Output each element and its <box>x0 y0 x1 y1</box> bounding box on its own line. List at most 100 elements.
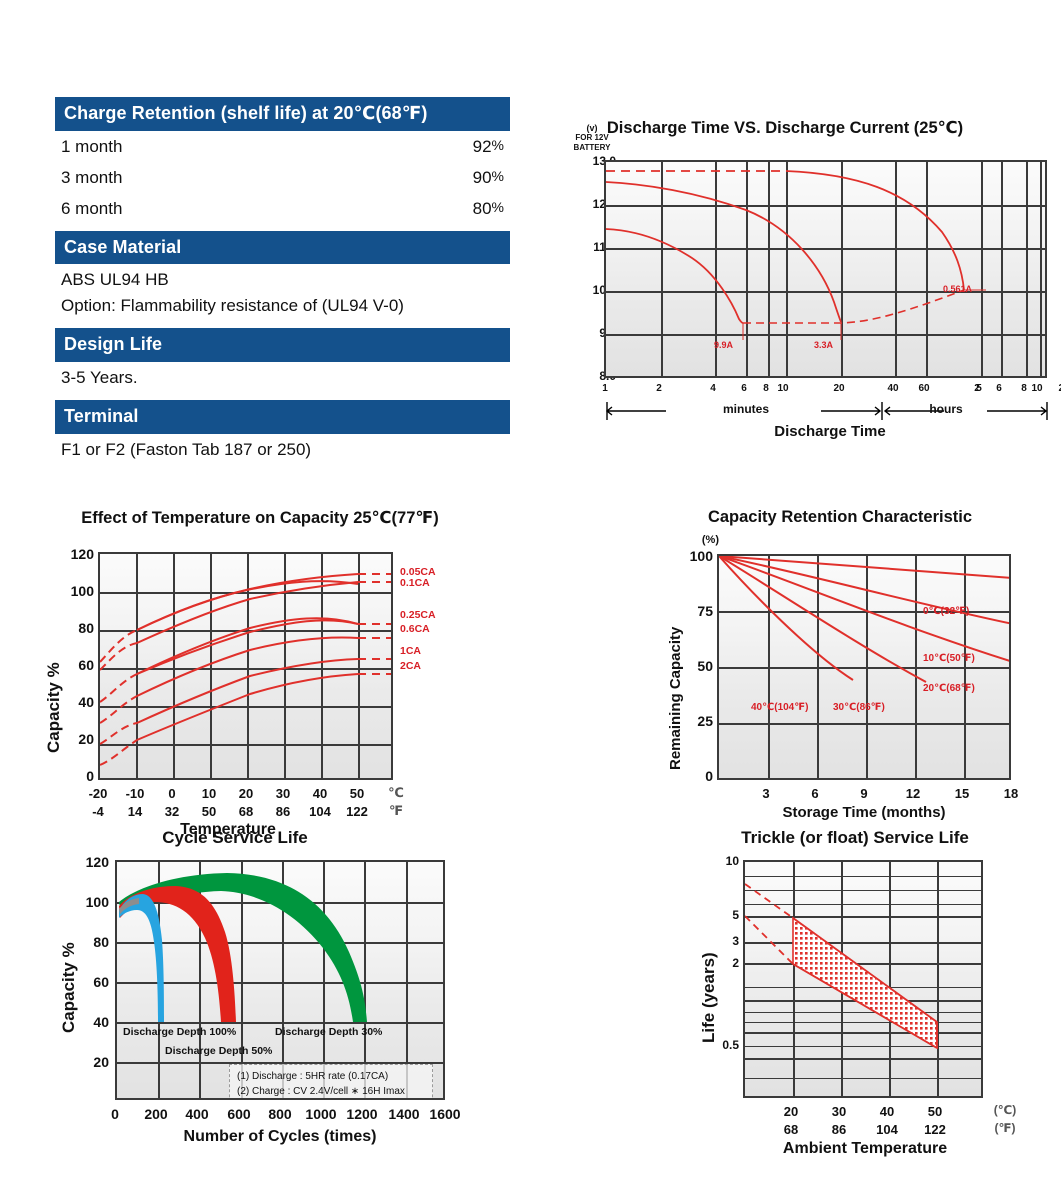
x-axis-label: Storage Time (months) <box>782 804 946 821</box>
x-axis-unit-fahrenheit: ℉ <box>388 803 404 818</box>
x-tick: 18 <box>1003 786 1019 801</box>
chart-title: Trickle (or float) Service Life <box>741 828 969 847</box>
x-tick: 800 <box>268 1106 292 1122</box>
x-tick-fahrenheit: 50 <box>201 804 217 819</box>
x-tick: 400 <box>185 1106 209 1122</box>
y-tick: 80 <box>93 934 109 950</box>
legend-item-30c: 30℃(86℉) <box>833 702 885 713</box>
x-axis-label: Number of Cycles (times) <box>183 1128 377 1145</box>
x-tick: 10 <box>777 383 789 394</box>
legend-item-0-6ca: 0.6CA <box>400 623 430 635</box>
chart-cycle-service-life: Cycle Service Life Capacity % 120 100 80… <box>45 828 515 1158</box>
x-tick-celsius: 50 <box>927 1104 943 1119</box>
axis-units-bracket: minutes hours <box>605 400 1048 422</box>
chart-trickle-float-service-life: Trickle (or float) Service Life Life (ye… <box>685 828 1060 1158</box>
chart-title: Cycle Service Life <box>162 828 308 847</box>
x-tick: 1000 <box>305 1106 337 1122</box>
design-life-header: Design Life <box>55 328 510 363</box>
row-value: 80% <box>472 198 504 218</box>
x-tick-fahrenheit: 68 <box>783 1122 799 1137</box>
section-case-material: Case Material ABS UL94 HB Option: Flamma… <box>55 230 510 322</box>
notes-box: (1) Discharge : 5HR rate (0.17CA) (2) Ch… <box>229 1064 433 1098</box>
x-axis-unit-celsius: ℃ <box>388 785 404 800</box>
x-tick: 9 <box>860 786 868 801</box>
legend-item-0c: 0℃(32℉) <box>923 606 970 617</box>
x-tick: 20 <box>833 383 845 394</box>
x-tick-celsius: -10 <box>125 786 145 801</box>
retention-curves <box>719 556 1009 683</box>
x-tick: 1200 <box>346 1106 378 1122</box>
divider <box>55 224 510 231</box>
x-tick: 60 <box>918 383 930 394</box>
y-axis-label: Remaining Capacity <box>667 626 684 770</box>
legend-item-20c: 20℃(68℉) <box>923 683 975 694</box>
row-label: 3 month <box>61 167 123 187</box>
x-tick: 6 <box>741 383 747 394</box>
y-tick: 60 <box>93 974 109 990</box>
divider <box>55 321 510 328</box>
y-tick: 0.5 <box>722 1038 739 1052</box>
plot-area <box>743 860 983 1098</box>
case-material-line: ABS UL94 HB <box>61 270 169 290</box>
x-tick-fahrenheit: 32 <box>164 804 180 819</box>
y-tick: 100 <box>85 894 109 910</box>
y-tick: 3 <box>732 934 739 948</box>
x-tick: 2 <box>974 383 980 394</box>
band-label-dod-100: Discharge Depth 100% <box>123 1026 237 1038</box>
x-tick-fahrenheit: -4 <box>92 804 104 819</box>
x-tick-fahrenheit: 14 <box>127 804 143 819</box>
y-tick: 5 <box>732 908 739 922</box>
x-tick: 20 <box>1057 383 1061 394</box>
percent-sign: % <box>491 167 504 184</box>
axis-unit-minutes: minutes <box>722 402 769 416</box>
plot-area <box>98 552 393 780</box>
row-value: 90% <box>472 167 504 187</box>
x-tick: 5 <box>976 383 982 394</box>
spec-row: 6 month 80% <box>55 193 510 224</box>
x-tick: 10 <box>1031 383 1043 394</box>
y-axis-unit: (%) <box>701 534 719 546</box>
axis-unit-hours: hours <box>929 402 963 416</box>
x-tick: 200 <box>144 1106 168 1122</box>
percent-sign: % <box>491 198 504 215</box>
y-tick: 25 <box>697 713 713 729</box>
x-tick-celsius: 30 <box>831 1104 847 1119</box>
x-tick-celsius: 0 <box>168 786 176 801</box>
unit-volts: (v) <box>586 123 598 133</box>
x-tick: 1600 <box>429 1106 461 1122</box>
x-axis-label: Temperature <box>180 821 276 838</box>
case-material-line: Option: Flammability resistance of (UL94… <box>61 296 404 316</box>
legend-item-10c: 10℃(50℉) <box>923 653 975 664</box>
annotation-9-9a: 9.9A <box>714 340 734 350</box>
band-label-dod-50: Discharge Depth 50% <box>165 1045 273 1057</box>
x-tick: 40 <box>887 383 899 394</box>
section-terminal: Terminal F1 or F2 (Faston Tab 187 or 250… <box>55 400 510 465</box>
cycle-life-bands <box>119 873 367 1022</box>
plot-area <box>717 554 1011 780</box>
x-tick-fahrenheit: 104 <box>309 804 331 819</box>
x-tick-fahrenheit: 86 <box>831 1122 847 1137</box>
chart-title: Capacity Retention Characteristic <box>707 508 973 526</box>
row-label: 1 month <box>61 136 123 156</box>
x-tick: 12 <box>905 786 921 801</box>
y-tick: 120 <box>70 546 94 562</box>
unit-for12v: FOR 12V <box>575 133 609 143</box>
note-line: (1) Discharge : 5HR rate (0.17CA) <box>237 1071 389 1082</box>
y-tick: 2 <box>732 956 739 970</box>
legend-item-0-05ca: 0.05CA <box>400 566 436 578</box>
y-tick: 40 <box>78 694 94 710</box>
x-tick: 1 <box>602 383 608 394</box>
trickle-life-band <box>745 883 938 1050</box>
x-axis-label: Ambient Temperature <box>782 1140 948 1157</box>
unit-battery: BATTERY <box>573 142 611 152</box>
x-tick: 1400 <box>388 1106 420 1122</box>
section-design-life: Design Life 3-5 Years. <box>55 328 510 393</box>
note-line: (2) Charge : CV 2.4V/cell ∗ 16H Imax 0.3… <box>237 1085 405 1097</box>
spec-row: 1 month 92% <box>55 131 510 162</box>
legend-item-0-25ca: 0.25CA <box>400 609 436 621</box>
annotation-0-561a: 0.561A <box>943 284 973 294</box>
x-tick-celsius: 40 <box>312 786 328 801</box>
x-tick: 6 <box>996 383 1002 394</box>
x-tick: 8 <box>1021 383 1027 394</box>
legend-item-0-1ca: 0.1CA <box>400 577 430 589</box>
